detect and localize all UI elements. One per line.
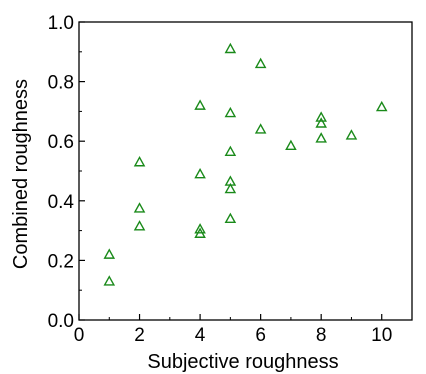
x-tick-label: 4 (195, 325, 206, 346)
x-tick-label: 10 (371, 325, 392, 346)
plot-frame (78, 21, 413, 321)
data-point-triangle (133, 220, 146, 231)
x-tick-label: 2 (134, 325, 145, 346)
data-point-triangle (224, 42, 237, 54)
y-tick-label: 0.6 (48, 132, 74, 153)
x-tick-label: 8 (316, 325, 327, 346)
data-point-triangle (194, 223, 206, 234)
data-point-triangle (194, 167, 206, 179)
x-axis: 0 2 4 6 8 10 (74, 314, 392, 346)
data-point-triangle (133, 202, 146, 213)
data-points (103, 42, 388, 286)
y-tick-label: 0.0 (48, 311, 74, 332)
data-point-triangle (224, 106, 237, 118)
data-point-triangle (224, 212, 237, 224)
data-point-triangle (103, 275, 116, 286)
y-tick-label: 0.4 (48, 192, 75, 213)
data-point-triangle (315, 111, 327, 122)
plot-border (78, 21, 413, 321)
y-axis-title: Combined roughness (10, 79, 32, 269)
data-point-triangle (315, 132, 327, 143)
x-tick-label: 0 (74, 325, 85, 346)
x-tick-label: 6 (255, 325, 266, 346)
data-point-triangle (194, 99, 206, 110)
data-point-triangle (254, 57, 267, 69)
data-point-triangle (254, 123, 267, 134)
x-axis-title: Subjective roughness (147, 351, 338, 373)
data-point-triangle (224, 145, 237, 157)
data-point-triangle (315, 117, 327, 128)
y-tick-label: 0.2 (48, 251, 74, 272)
y-tick-label: 1.0 (48, 13, 74, 34)
data-point-triangle (103, 248, 116, 259)
y-axis: 0.0 0.2 0.4 0.6 0.8 1.0 (48, 13, 85, 332)
data-point-triangle (345, 129, 358, 140)
data-point-triangle (194, 227, 206, 238)
data-point-triangle (224, 182, 237, 194)
data-point-triangle (375, 100, 388, 112)
data-point-triangle (285, 139, 297, 151)
data-point-triangle (133, 156, 146, 167)
y-tick-label: 0.8 (48, 73, 74, 94)
